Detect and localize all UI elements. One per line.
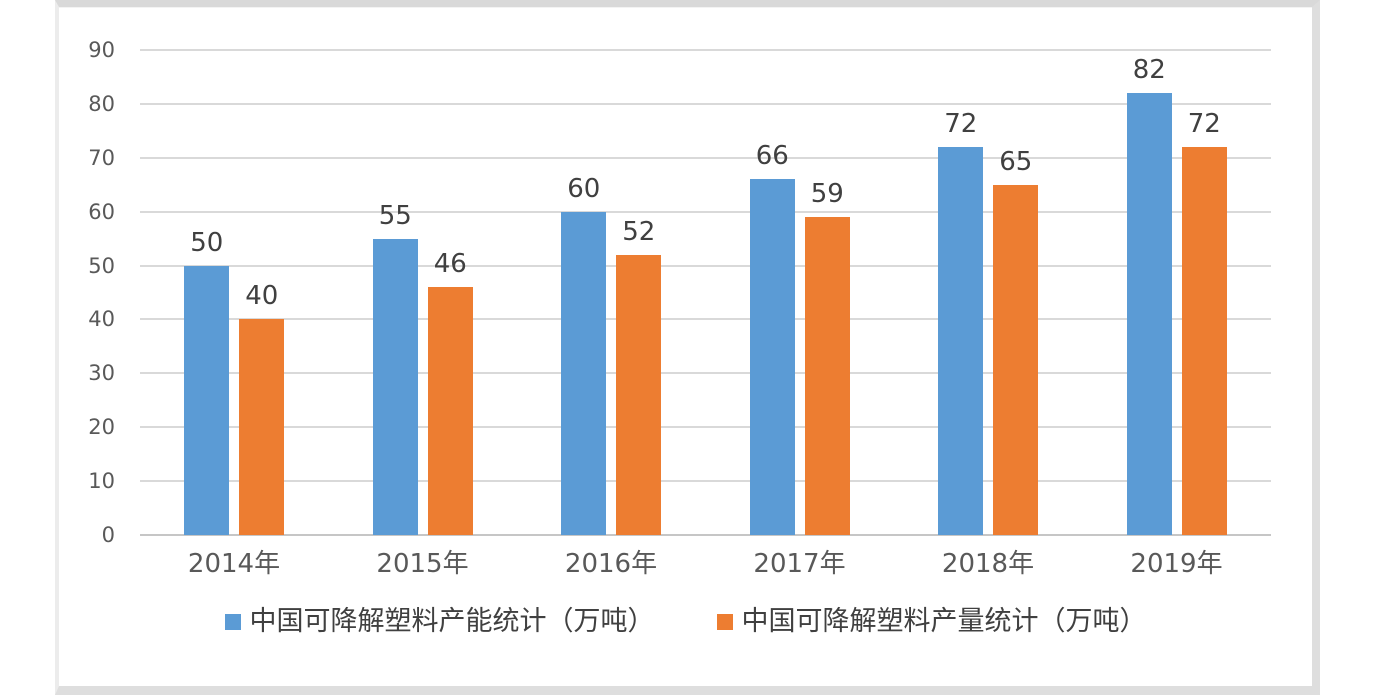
gridline-60	[140, 210, 1271, 213]
legend: 中国可降解塑料产能统计（万吨） 中国可降解塑料产量统计（万吨）	[59, 605, 1312, 639]
bar-series2-2015年	[427, 287, 473, 535]
x-tick-label: 2016年	[564, 549, 658, 579]
data-label: 60	[567, 173, 601, 204]
data-label: 72	[944, 109, 978, 139]
data-label: 72	[1187, 109, 1221, 139]
data-label: 66	[755, 141, 789, 172]
bar-series1-2018年	[938, 147, 984, 535]
legend-item-series1: 中国可降解塑料产能统计（万吨）	[224, 605, 655, 639]
data-label: 65	[999, 146, 1033, 177]
bar-series1-2015年	[372, 238, 418, 535]
y-tick-label: 10	[88, 469, 115, 494]
legend-swatch-icon	[224, 614, 241, 630]
x-tick-label: 2015年	[376, 549, 469, 579]
bar-series2-2017年	[804, 217, 850, 535]
y-tick-label: 40	[88, 307, 115, 332]
y-tick-label: 80	[88, 91, 115, 116]
gridline-10	[140, 480, 1271, 483]
gridline-0	[140, 534, 1271, 536]
y-tick-label: 30	[88, 361, 115, 386]
bar-series2-2019年	[1181, 147, 1227, 535]
y-tick-label: 0	[101, 523, 115, 547]
x-tick-label: 2017年	[753, 549, 846, 579]
y-tick-label: 20	[88, 415, 115, 440]
gridline-90	[140, 49, 1271, 51]
bar-series1-2016年	[561, 211, 607, 535]
y-tick-label: 90	[88, 38, 115, 62]
legend-label: 中国可降解塑料产能统计（万吨）	[249, 606, 655, 637]
data-label: 52	[622, 216, 656, 247]
legend-label: 中国可降解塑料产量统计（万吨）	[741, 606, 1147, 637]
bar-series2-2014年	[239, 319, 285, 535]
x-tick-label: 2018年	[941, 549, 1035, 579]
y-tick-label: 50	[88, 253, 115, 278]
gridline-40	[140, 318, 1271, 321]
bar-series1-2019年	[1126, 93, 1172, 535]
bar-series2-2018年	[993, 184, 1039, 535]
legend-item-series2: 中国可降解塑料产量统计（万吨）	[716, 605, 1147, 639]
gridline-20	[140, 426, 1271, 429]
data-label: 50	[190, 227, 224, 258]
x-tick-label: 2019年	[1130, 549, 1223, 579]
gridline-30	[140, 372, 1271, 375]
bar-series1-2014年	[184, 265, 230, 535]
data-label: 59	[810, 179, 844, 210]
bar-series1-2017年	[749, 179, 795, 535]
y-tick-label: 60	[88, 199, 115, 224]
chart-panel: 90 80 70 60 50 40 30 20 10 0 50 40 55 46 60 52 66 59 72 65…	[55, 0, 1320, 695]
data-label: 55	[378, 200, 412, 231]
y-tick-label: 70	[88, 145, 115, 170]
data-label: 40	[245, 281, 279, 312]
bar-series2-2016年	[616, 254, 662, 535]
data-label: 46	[433, 249, 467, 280]
gridline-70	[140, 156, 1271, 159]
legend-swatch-icon	[716, 614, 733, 630]
data-label: 82	[1132, 55, 1166, 86]
gridline-50	[140, 264, 1271, 267]
gridline-80	[140, 102, 1271, 105]
x-tick-label: 2014年	[187, 549, 281, 579]
